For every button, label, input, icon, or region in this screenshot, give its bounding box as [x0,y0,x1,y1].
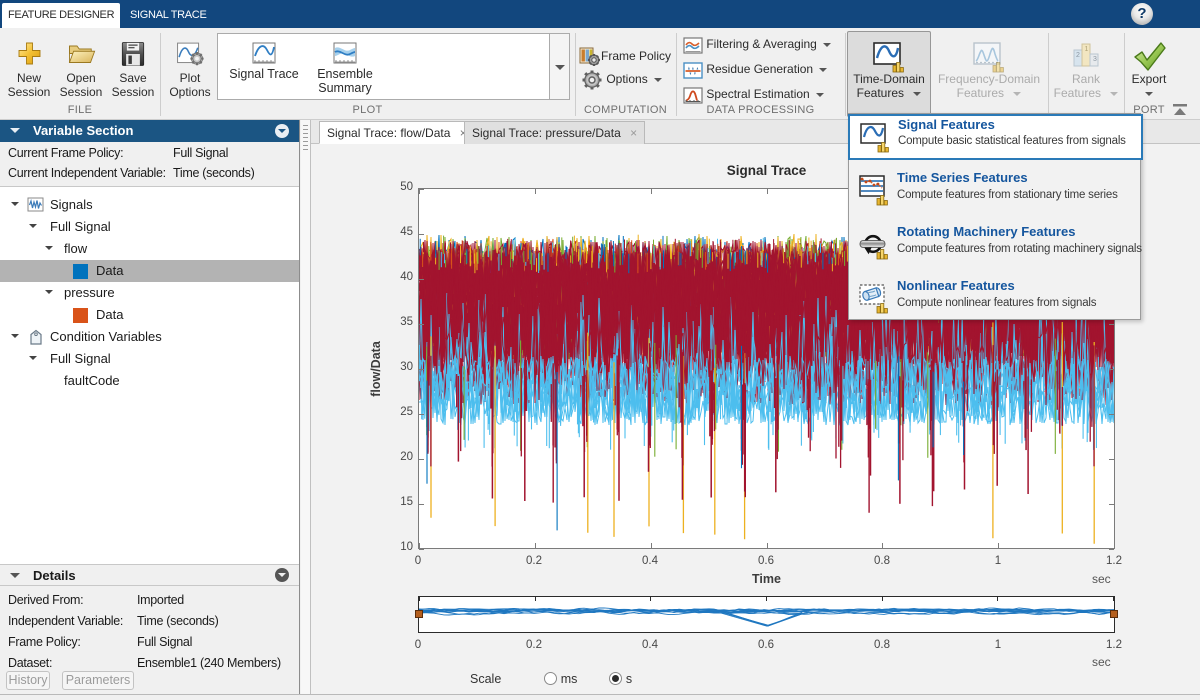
svg-text:1: 1 [1085,46,1089,53]
svg-text:3: 3 [1093,56,1097,63]
svg-text:2: 2 [1076,52,1080,59]
